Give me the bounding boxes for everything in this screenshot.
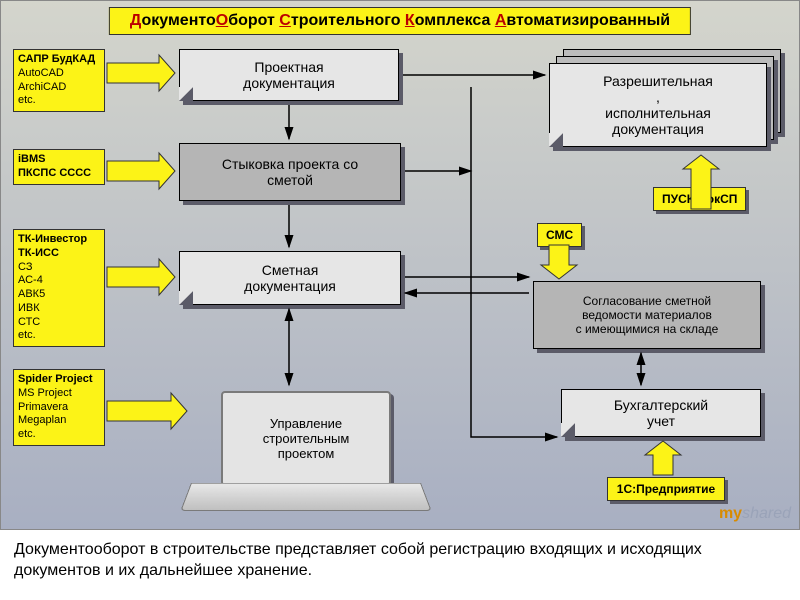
node-permit: Разрешительная , исполнительная документ… — [549, 63, 767, 147]
laptop: Управление строительным проектом — [191, 391, 421, 521]
laptop-base — [180, 483, 431, 511]
side-box-cad: САПР БудКАД AutoCAD ArchiCAD etc. — [13, 49, 105, 112]
node-soglas: Согласование сметной ведомости материало… — [533, 281, 761, 349]
label-pusk: ПУСК-ДокСП — [653, 187, 746, 211]
title-bar: ДокументоОборот Строительного Комплекса … — [109, 7, 691, 35]
side-box-tk: ТК-Инвестор ТК-ИСС СЗ АС-4 АВК5 ИВК СТС … — [13, 229, 105, 347]
side-box-ibms: iBMS ПКСПС СССС — [13, 149, 105, 185]
node-buh: Бухгалтерский учет — [561, 389, 761, 437]
watermark: myshared — [719, 505, 791, 523]
caption-text: Документооборот в строительстве представ… — [0, 530, 800, 592]
node-project-docs: Проектная документация — [179, 49, 399, 101]
side-box-spider: Spider Project MS Project Primavera Mega… — [13, 369, 105, 446]
laptop-screen: Управление строительным проектом — [221, 391, 391, 486]
label-1c: 1С:Предприятие — [607, 477, 725, 501]
label-sms: СМС — [537, 223, 582, 247]
node-stykovka: Стыковка проекта со сметой — [179, 143, 401, 201]
node-smeta: Сметная документация — [179, 251, 401, 305]
